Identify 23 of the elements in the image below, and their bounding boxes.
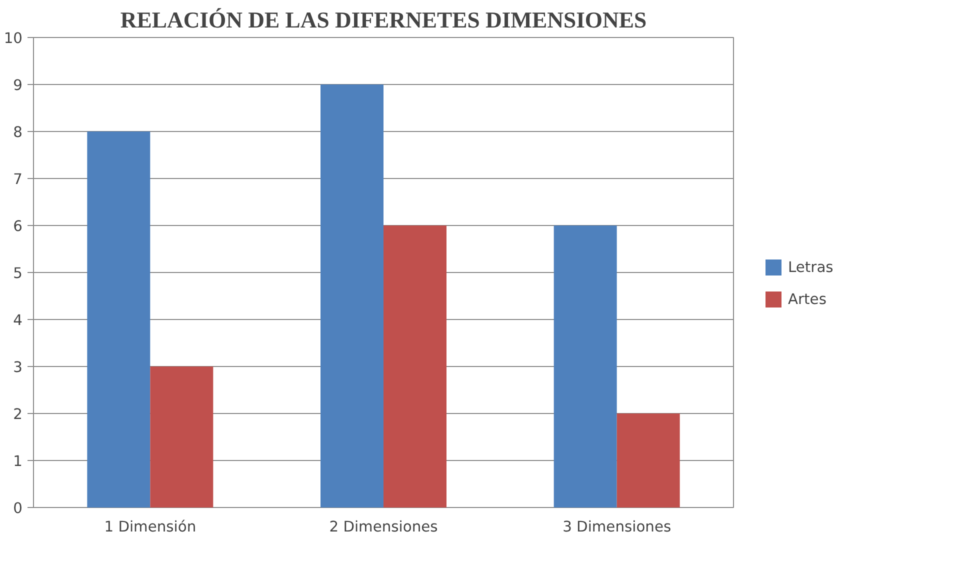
y-tick-label: 10 [4, 30, 23, 47]
chart-title: RELACIÓN DE LAS DIFERNETES DIMENSIONES [120, 8, 647, 32]
bar [554, 226, 617, 508]
y-tick-label: 5 [13, 265, 23, 282]
y-tick-label: 4 [13, 312, 23, 329]
x-tick-label: 2 Dimensiones [329, 518, 438, 536]
x-tick-label: 1 Dimensión [104, 518, 196, 536]
x-tick-label: 3 Dimensiones [562, 518, 672, 536]
y-tick-label: 7 [13, 171, 23, 188]
legend-label: Artes [788, 290, 826, 308]
bar [87, 132, 150, 508]
bar [384, 226, 446, 508]
bar [616, 414, 680, 508]
y-tick-label: 3 [13, 359, 23, 376]
y-tick-label: 8 [13, 124, 23, 141]
bar [150, 366, 214, 508]
y-tick-label: 9 [13, 77, 23, 94]
legend-label: Letras [788, 258, 834, 276]
bar [320, 84, 384, 508]
y-tick-label: 0 [13, 500, 23, 517]
y-tick-label: 6 [13, 218, 23, 235]
y-tick-label: 1 [13, 453, 23, 470]
y-tick-label: 2 [13, 406, 23, 423]
